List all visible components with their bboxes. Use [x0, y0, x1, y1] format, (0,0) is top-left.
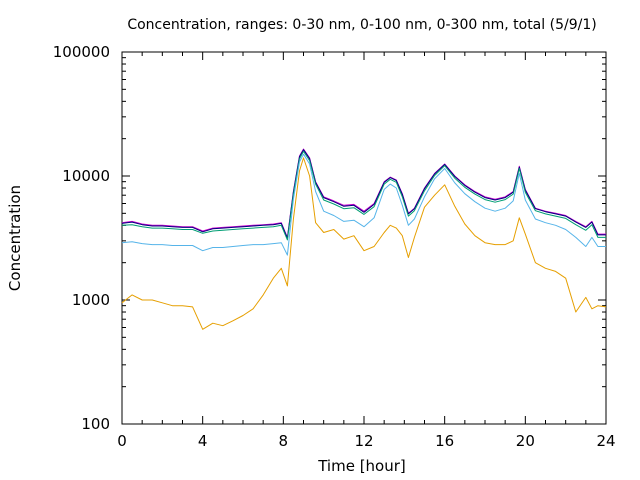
y-tick-label: 100000 [53, 43, 110, 61]
series-line-3 [121, 150, 606, 241]
x-tick-label: 20 [516, 432, 535, 450]
series-line-4 [121, 153, 606, 256]
y-axis-label: Concentration [6, 185, 24, 291]
y-tick-label: 1000 [72, 291, 110, 309]
axis-ticks: 0 4 8 12 16 20 24 100 1000 10000 100000 [53, 43, 616, 450]
y-tick-label: 10000 [62, 167, 110, 185]
series-line-5 [121, 157, 607, 330]
x-tick-label: 16 [435, 432, 454, 450]
series-line-1 [121, 148, 606, 238]
chart-title: Concentration, ranges: 0-30 nm, 0-100 nm… [127, 17, 596, 33]
x-tick-label: 0 [117, 432, 127, 450]
x-axis-label: Time [hour] [317, 457, 406, 475]
x-tick-label: 24 [596, 432, 615, 450]
x-tick-label: 4 [198, 432, 208, 450]
series-lines [121, 148, 607, 330]
x-tick-label: 8 [279, 432, 289, 450]
y-tick-label: 100 [81, 415, 110, 433]
plot-frame [121, 51, 607, 425]
x-tick-label: 12 [354, 432, 373, 450]
series-line-2 [121, 149, 606, 239]
